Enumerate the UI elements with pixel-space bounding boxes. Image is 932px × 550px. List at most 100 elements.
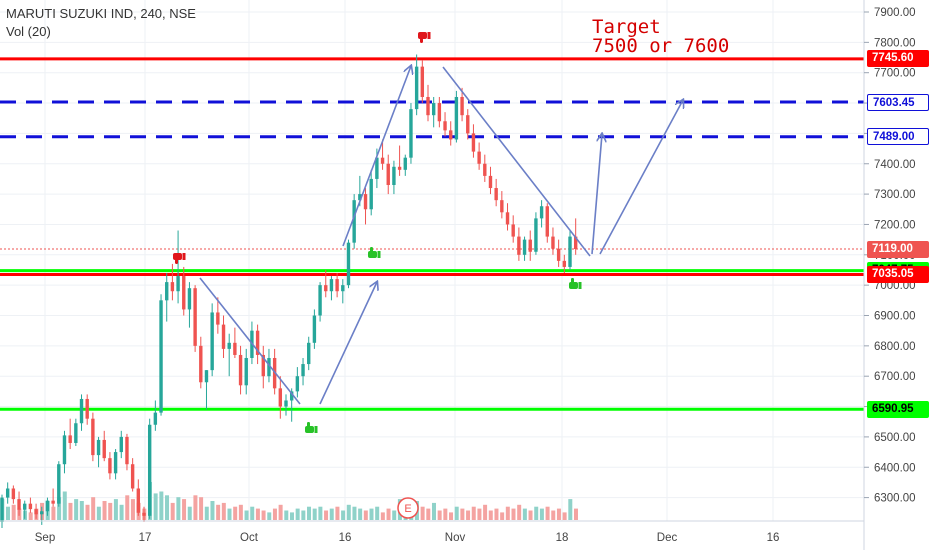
candle-body: [329, 279, 334, 292]
volume-bar: [517, 504, 522, 520]
candle-body: [96, 439, 101, 456]
candle-body: [528, 239, 532, 252]
candle-body: [182, 276, 186, 310]
volume-bar: [341, 510, 346, 520]
volume-bar: [159, 491, 164, 520]
candle-body: [488, 175, 493, 189]
candle-body: [477, 151, 481, 164]
candle-body: [40, 511, 44, 515]
volume-bar: [227, 508, 232, 520]
candle-body: [0, 497, 4, 522]
candle-body: [386, 163, 390, 185]
y-tick-label: 7900.00: [874, 7, 916, 19]
price-tag-7489.00: 7489.00: [867, 128, 929, 146]
volume-bar: [79, 501, 84, 520]
candle-body: [136, 488, 141, 513]
volume-bar: [568, 499, 573, 520]
candle-body: [204, 370, 209, 383]
volume-bar: [255, 508, 260, 520]
trend-arrow: [442, 66, 591, 257]
candle-body: [312, 315, 317, 343]
candle-body: [358, 194, 362, 201]
volume-bar: [335, 506, 340, 520]
volume-bar: [176, 497, 181, 520]
volume-bar: [74, 499, 79, 520]
volume-bar: [562, 512, 567, 520]
candle-body: [142, 512, 146, 516]
volume-bar: [284, 510, 289, 520]
volume-bar: [551, 510, 556, 520]
candle-body: [165, 282, 169, 301]
candle-body: [437, 103, 442, 122]
candle-body: [397, 166, 402, 170]
volume-bar: [153, 493, 158, 520]
volume-bar: [108, 502, 113, 520]
volume-bar: [170, 502, 175, 520]
volume-bar: [289, 512, 294, 520]
volume-bar: [573, 508, 578, 520]
volume-bar: [272, 508, 277, 520]
thumbs-up-icon: [305, 422, 318, 433]
volume-bar: [165, 495, 170, 520]
candle-body: [449, 130, 453, 140]
volume-bar: [113, 499, 118, 520]
candle-body: [369, 178, 373, 210]
x-tick-label: Sep: [35, 532, 55, 544]
volume-bar: [221, 502, 226, 520]
candle-body: [443, 121, 447, 131]
candle-body: [34, 509, 38, 515]
chart-grid: [0, 0, 864, 521]
volume-bar: [318, 506, 323, 520]
candle-body: [460, 96, 464, 116]
volume-bar: [437, 510, 442, 520]
volume-bar: [238, 504, 243, 520]
volume-bar: [386, 508, 391, 520]
volume-bar: [68, 502, 73, 520]
candle-body: [227, 342, 231, 349]
volume-bar: [392, 510, 397, 520]
candle-body: [420, 66, 425, 97]
x-tick-label: 16: [767, 532, 780, 544]
candles: [0, 54, 578, 528]
candle-body: [409, 109, 413, 158]
volume-bar: [431, 502, 436, 520]
candle-body: [11, 488, 16, 500]
candle-body: [147, 424, 152, 516]
horizontal-levels: [0, 57, 864, 411]
candle-body: [539, 206, 544, 219]
volume-bar: [102, 501, 107, 520]
candle-body: [307, 342, 311, 365]
candle-body: [187, 288, 192, 310]
trend-arrow: [342, 66, 411, 247]
volume-bar: [267, 512, 272, 520]
volume-bar: [216, 504, 221, 520]
volume-bar: [358, 508, 363, 520]
thumbs-up-icon: [368, 247, 381, 258]
candle-body: [573, 236, 578, 250]
candle-body: [57, 464, 61, 504]
candle-body: [380, 157, 385, 164]
y-tick-label: 6500.00: [874, 432, 916, 444]
candle-body: [551, 236, 555, 249]
volume-bar: [483, 504, 488, 520]
volume-bar: [494, 508, 499, 520]
price-tag-7119.00: 7119.00: [867, 240, 929, 258]
volume-bar: [477, 508, 482, 520]
price-tag-7745.60: 7745.60: [867, 50, 929, 68]
candle-body: [346, 242, 351, 286]
candle-body: [431, 103, 436, 116]
volume-label: Vol (20): [6, 24, 51, 39]
volume-bar: [522, 508, 527, 520]
volume-bar: [233, 506, 238, 520]
y-tick-label: 7300.00: [874, 189, 916, 201]
y-tick-label: 6800.00: [874, 341, 916, 353]
y-tick-label: 6700.00: [874, 371, 916, 383]
candle-body: [341, 285, 345, 292]
trend-arrow: [591, 134, 602, 255]
volume-bar: [85, 504, 90, 520]
y-tick-label: 7000.00: [874, 280, 916, 292]
trend-arrow: [319, 282, 377, 405]
volume-bar: [346, 504, 351, 520]
candle-body: [517, 236, 521, 255]
